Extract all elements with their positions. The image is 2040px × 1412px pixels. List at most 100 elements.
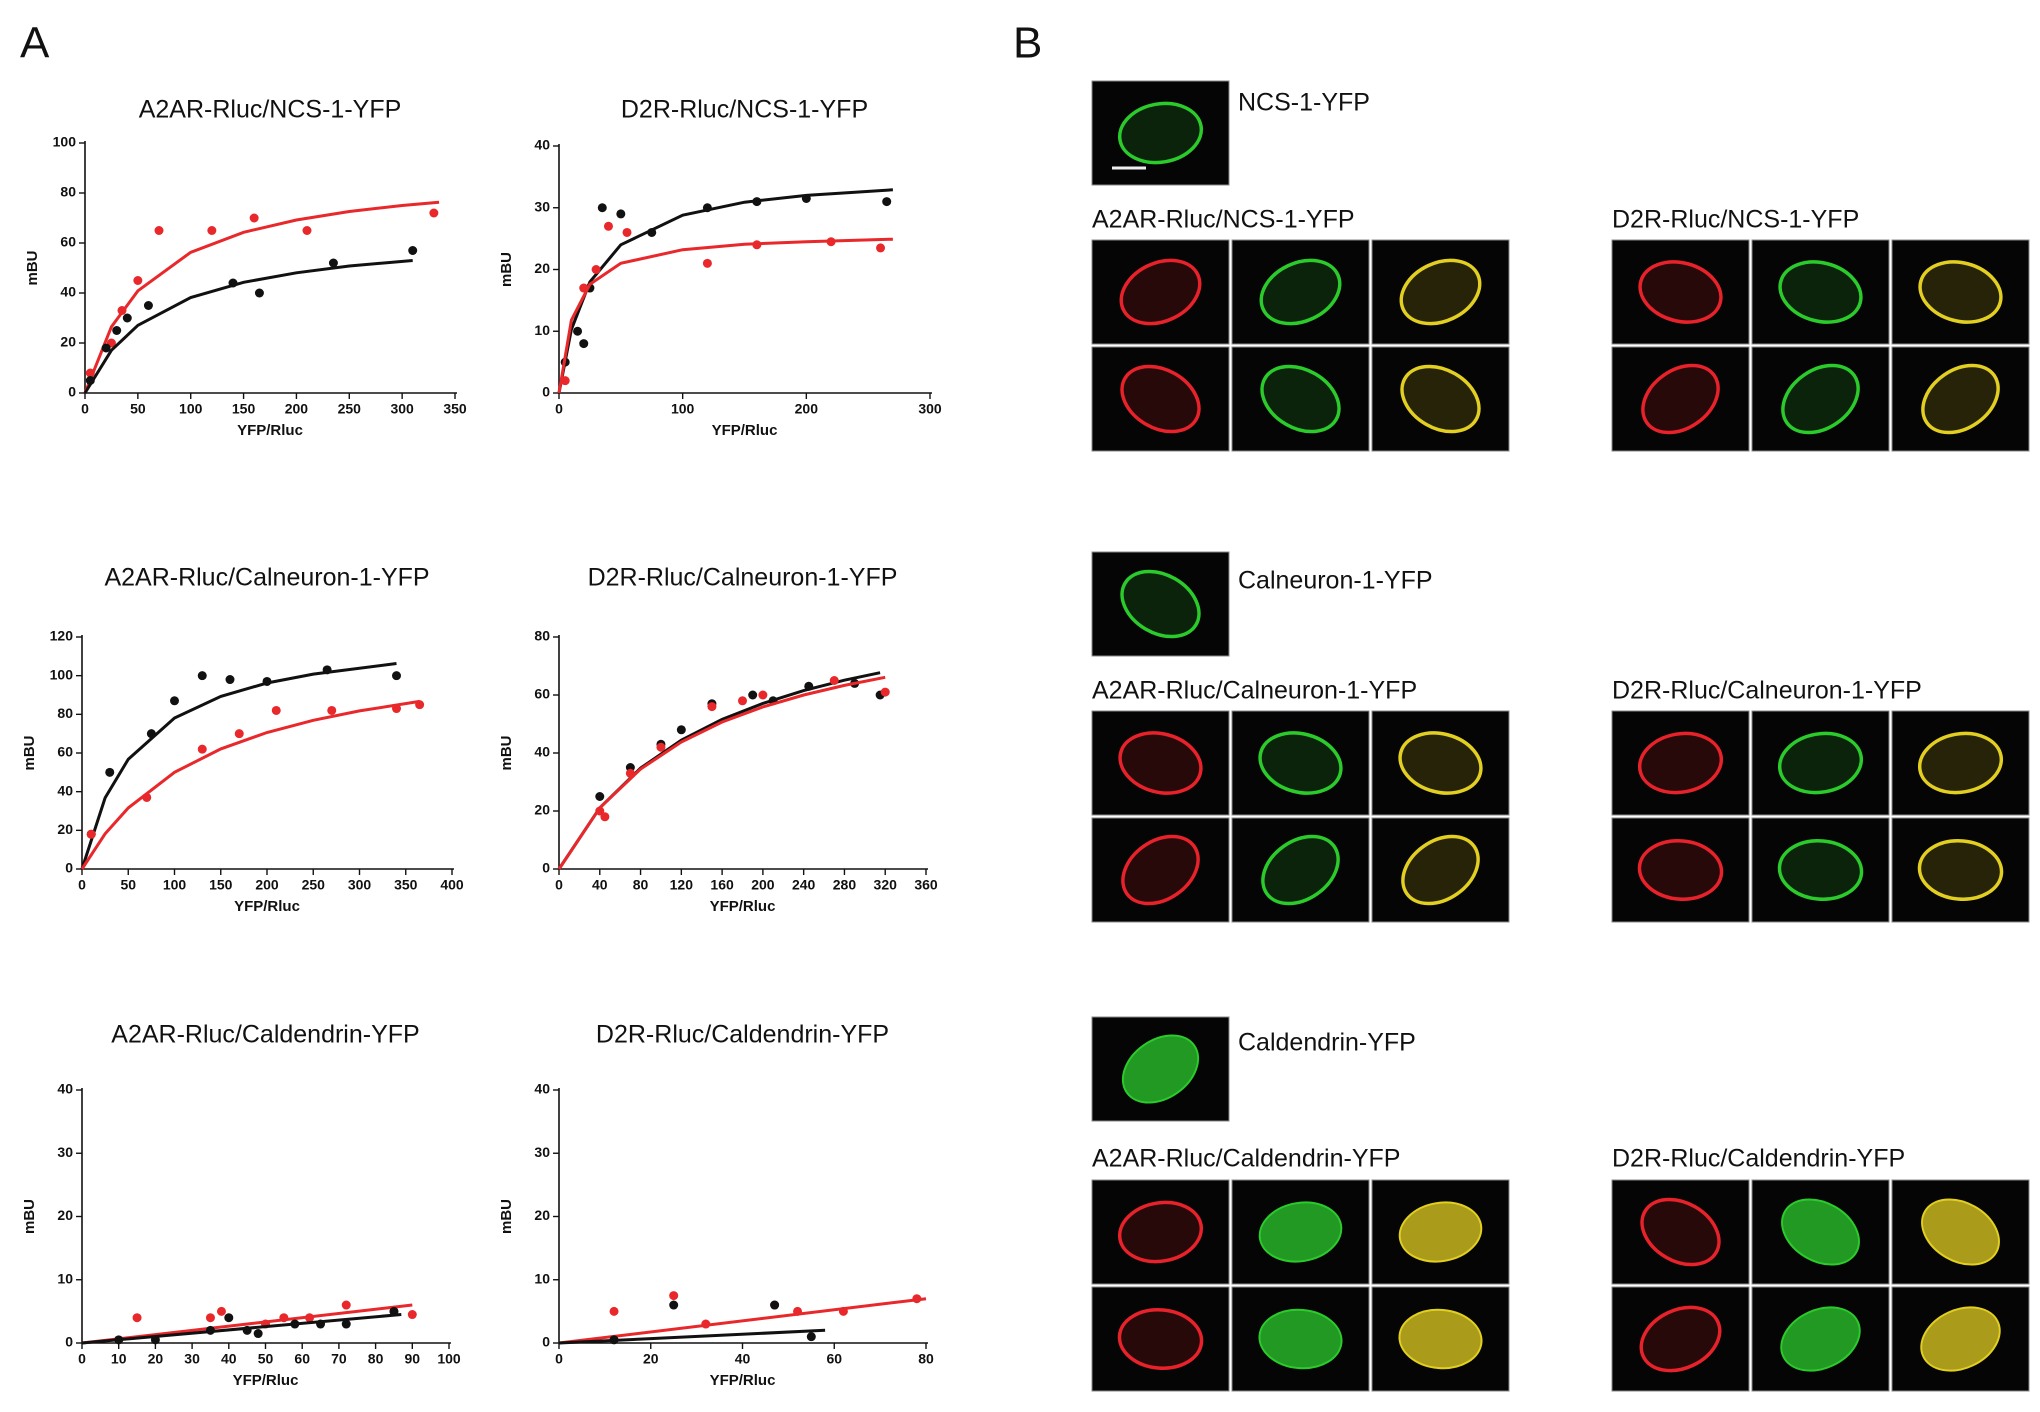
cell [1777,839,1864,901]
micrograph [1891,710,2030,816]
image-frame [1611,710,1750,816]
x-tick-label: 0 [78,1351,86,1367]
x-tick-label: 80 [368,1351,384,1367]
y-tick-label: 60 [60,234,76,250]
y-tick-label: 0 [542,1334,550,1350]
data-point [669,1300,679,1310]
data-point [408,246,418,255]
data-point [429,208,439,218]
x-tick-label: 150 [209,877,233,893]
x-tick-label: 100 [179,401,203,417]
micrograph [1611,817,1750,923]
cell [1639,1305,1722,1373]
data-point [327,705,337,715]
micrograph [1751,346,1890,452]
chart-title: A2AR-Rluc/Calneuron-1-YFP [104,564,429,592]
micrograph [1751,817,1890,923]
data-point [205,1313,215,1323]
data-point [573,326,583,336]
x-tick-label: 80 [918,1351,934,1367]
fit-curve [557,237,893,394]
cell [1399,258,1482,326]
x-tick-label: 70 [331,1351,347,1367]
image-frame [1371,710,1510,816]
y-tick-label: 60 [534,686,550,702]
protein-label: NCS-1-YFP [1238,89,1370,117]
x-axis-label: YFP/Rluc [710,1372,776,1389]
cell [1120,569,1201,639]
cell [1398,1308,1483,1370]
data-point [143,301,153,310]
fit-curve [557,671,881,870]
micrograph [1891,817,2030,923]
micrograph [1611,1179,1750,1285]
y-tick-label: 0 [65,860,73,876]
pair-label: D2R-Rluc/Calneuron-1-YFP [1612,677,1922,705]
micrograph [1611,346,1750,452]
cell [1258,1201,1343,1263]
x-tick-label: 0 [81,401,89,417]
y-tick-label: 30 [57,1144,73,1160]
image-frame [1751,710,1890,816]
data-point [707,702,717,712]
micrograph [1611,710,1750,816]
data-point [234,729,244,739]
image-frame [1751,817,1890,923]
image-frame [1091,346,1230,452]
x-tick-label: 250 [338,401,362,417]
x-tick-label: 350 [443,401,467,417]
micrograph [1231,817,1370,923]
y-tick-label: 20 [57,1207,73,1223]
data-point [829,676,839,685]
x-tick-label: 60 [294,1351,310,1367]
pair-label: A2AR-Rluc/NCS-1-YFP [1092,206,1355,234]
micrograph [1611,239,1750,345]
image-frame [1231,817,1370,923]
y-tick-label: 20 [534,1207,550,1223]
micrograph [1091,1179,1230,1285]
data-point [133,276,143,285]
cell [1401,834,1480,906]
pair-label: A2AR-Rluc/Caldendrin-YFP [1092,1145,1400,1173]
y-axis-label: mBU [498,735,515,770]
data-point [603,221,613,231]
micrograph [1231,710,1370,816]
fit-curve [557,188,893,394]
data-point [249,213,259,223]
x-tick-label: 100 [163,877,187,893]
cell [1780,1306,1861,1372]
micrograph [1891,1179,2030,1285]
data-point [876,243,886,253]
micrograph [1371,710,1510,816]
fit-curve [80,662,397,870]
image-frame [1091,817,1230,923]
y-tick-label: 20 [60,334,76,350]
cell [1917,839,2004,901]
data-point [392,671,401,681]
data-point [341,1300,351,1310]
cell [1259,258,1342,326]
y-tick-label: 40 [534,1081,550,1097]
image-frame [1091,710,1230,816]
fit-curve [83,200,440,394]
micrograph [1371,239,1510,345]
image-frame [1371,817,1510,923]
data-point [597,203,607,213]
image-frame [1891,239,2030,345]
data-point [600,812,610,822]
micrograph [1231,1179,1370,1285]
x-axis-label: YFP/Rluc [237,422,303,439]
cell [1398,731,1483,795]
data-point [254,288,264,298]
data-point [101,343,111,353]
cell [1638,260,1723,324]
micrograph [1751,1179,1890,1285]
data-point [609,1306,619,1316]
x-tick-label: 100 [671,401,695,417]
data-point [170,696,179,706]
cell [1641,363,1720,435]
data-point [770,1300,780,1310]
y-tick-label: 30 [534,198,550,214]
x-tick-label: 300 [918,401,942,417]
fit-curve [81,1313,402,1345]
